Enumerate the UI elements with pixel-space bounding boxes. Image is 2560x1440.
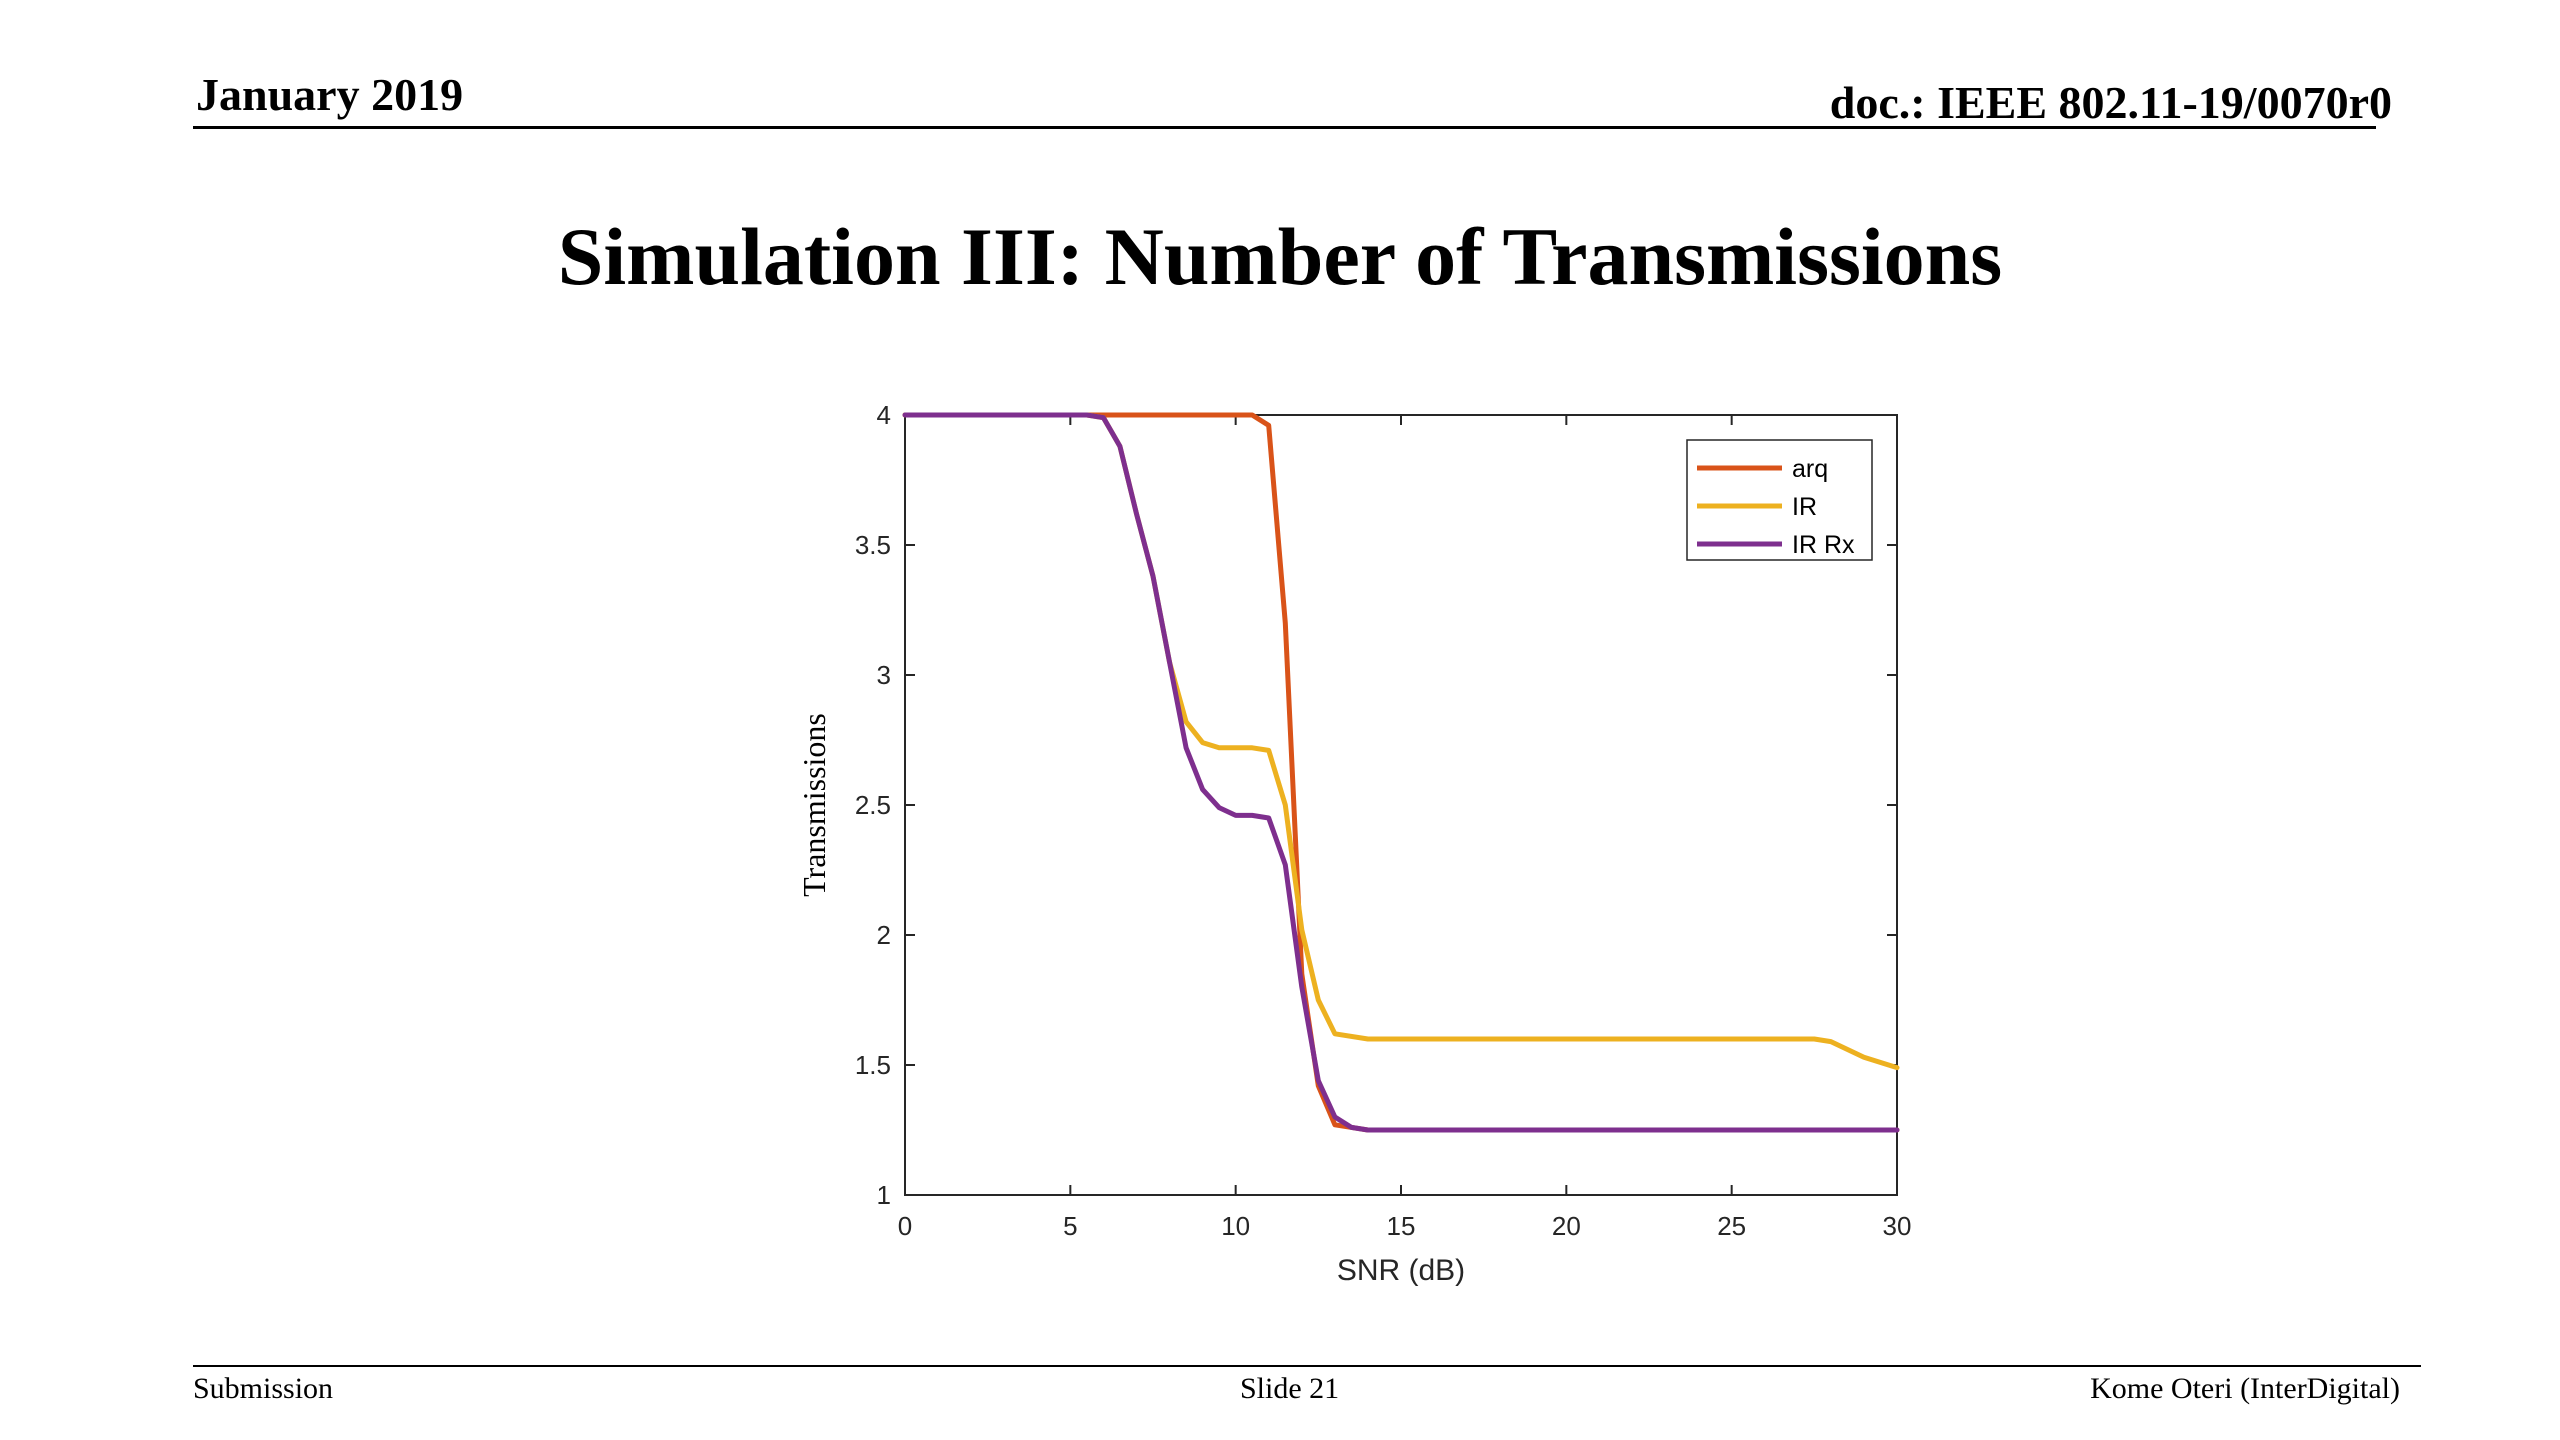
y-tick-label: 2.5: [855, 790, 891, 820]
chart-svg: 0 5 10 15 20 25 30 1 1.5 2 2.5 3 3.5 4 SNR (dB) Transmi…: [796, 400, 1912, 1287]
x-axis-label: SNR (dB): [1337, 1254, 1465, 1287]
y-tick-label: 2: [877, 920, 891, 950]
y-tick-label: 1: [877, 1180, 891, 1210]
x-tick-label: 25: [1717, 1211, 1746, 1241]
chart: 0 5 10 15 20 25 30 1 1.5 2 2.5 3 3.5 4 SNR (dB) Transmi…: [780, 390, 1940, 1320]
legend-box: [1686, 439, 1873, 561]
header-rule: [193, 126, 2376, 129]
footer-slide-number: Slide 21: [1240, 1372, 1340, 1405]
y-tick-label: 3.5: [855, 530, 891, 560]
x-tick-label: 10: [1221, 1211, 1250, 1241]
header-doc-id: doc.: IEEE 802.11-19/0070r0: [1829, 77, 2392, 128]
footer-rule: [193, 1365, 2421, 1367]
legend-label: arq: [1792, 455, 1828, 483]
x-tick-label: 20: [1552, 1211, 1581, 1241]
x-tick-label: 5: [1063, 1211, 1077, 1241]
footer-submission: Submission: [193, 1372, 334, 1405]
legend-label: IR Rx: [1792, 531, 1855, 559]
x-tick-label: 30: [1883, 1211, 1912, 1241]
x-tick-label: 0: [898, 1211, 912, 1241]
y-tick-label: 1.5: [855, 1050, 891, 1080]
y-axis-label: Transmissions: [796, 713, 832, 897]
footer-author: Kome Oteri (InterDigital): [2090, 1372, 2400, 1405]
y-tick-label: 3: [877, 660, 891, 690]
y-tick-label: 4: [877, 400, 891, 430]
legend-label: IR: [1792, 493, 1817, 521]
series-line-ir-rx: [902, 412, 1900, 1133]
slide-title: Simulation III: Number of Transmissions: [557, 211, 2003, 302]
header-date: January 2019: [196, 69, 464, 120]
x-tick-label: 15: [1387, 1211, 1416, 1241]
